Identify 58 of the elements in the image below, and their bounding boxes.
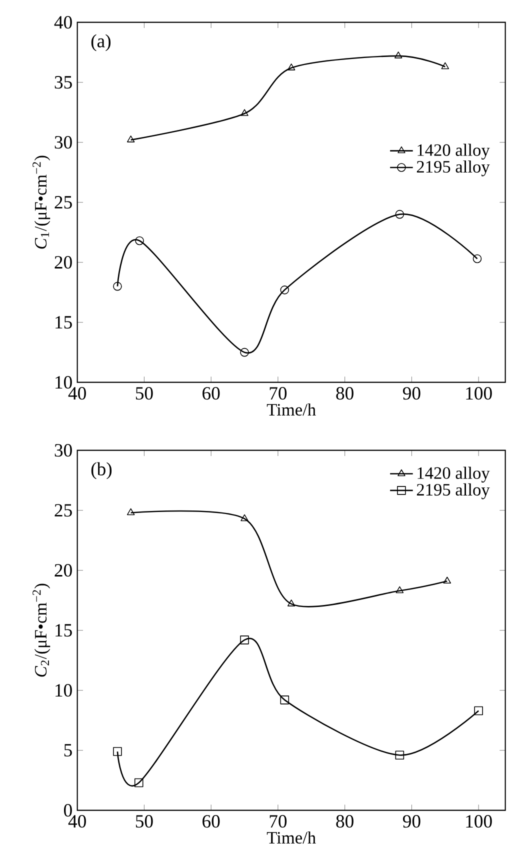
point <box>280 286 290 294</box>
x-tick-label: 60 <box>202 387 220 400</box>
y-tick-label: 30 <box>54 444 72 457</box>
x-tick-label: 70 <box>270 387 287 400</box>
x-tick-label: 60 <box>202 815 220 828</box>
x-tick-label: 50 <box>136 387 153 400</box>
x-tick-label: 100 <box>466 815 492 828</box>
point <box>443 576 452 584</box>
y-tick-label: 25 <box>54 196 72 209</box>
y-tick-label: 30 <box>54 136 72 149</box>
legend-label: 2195 alloy <box>416 160 490 176</box>
point <box>240 636 249 644</box>
y-tick-label: 10 <box>56 376 72 389</box>
point <box>441 62 450 70</box>
point <box>126 508 135 516</box>
x-tick-label: 90 <box>402 387 420 400</box>
x-tick-label: 100 <box>466 387 492 400</box>
y-tick-label: 0 <box>64 804 72 817</box>
y-tick-label: 20 <box>54 256 72 269</box>
x-tick-label: 80 <box>336 815 354 828</box>
point <box>240 514 248 522</box>
point <box>395 210 404 219</box>
x-tick-label: 80 <box>336 387 354 400</box>
annotation: (b) <box>91 462 112 480</box>
point <box>287 64 296 70</box>
point <box>240 109 248 116</box>
point <box>135 236 144 246</box>
point <box>474 706 483 716</box>
y-axis-title: C$_{2}$/(μF•cm$^{−2}$) <box>32 584 50 677</box>
point <box>113 282 122 291</box>
x-axis-title: Time/h <box>266 403 316 416</box>
legend-label: 2195 alloy <box>416 483 490 500</box>
point <box>472 254 482 264</box>
x-tick-label: 70 <box>270 815 287 828</box>
y-tick-label: 15 <box>56 624 72 637</box>
point <box>395 750 404 760</box>
annotation: (a) <box>91 34 111 52</box>
point <box>113 747 122 756</box>
y-tick-label: 20 <box>54 564 72 577</box>
y-tick-label: 5 <box>64 744 72 757</box>
x-tick-label: 90 <box>402 815 420 828</box>
legend-label: 1420 alloy <box>418 144 490 160</box>
x-tick-label: 50 <box>136 815 153 828</box>
y-tick-label: 15 <box>56 316 72 329</box>
y-tick-label: 35 <box>54 76 72 89</box>
point <box>287 600 296 606</box>
x-axis-title: Time/h <box>266 831 316 844</box>
point <box>394 52 402 58</box>
y-tick-label: 10 <box>56 684 72 697</box>
point <box>126 136 135 142</box>
point <box>134 778 144 788</box>
point <box>280 696 290 704</box>
y-tick-label: 25 <box>54 504 72 517</box>
y-axis-title: C$_{1}$/(μF•cm$^{−2}$) <box>32 156 50 249</box>
y-tick-label: 40 <box>54 16 72 29</box>
point <box>396 586 404 594</box>
legend-label: 1420 alloy <box>418 466 490 483</box>
point <box>240 348 249 357</box>
